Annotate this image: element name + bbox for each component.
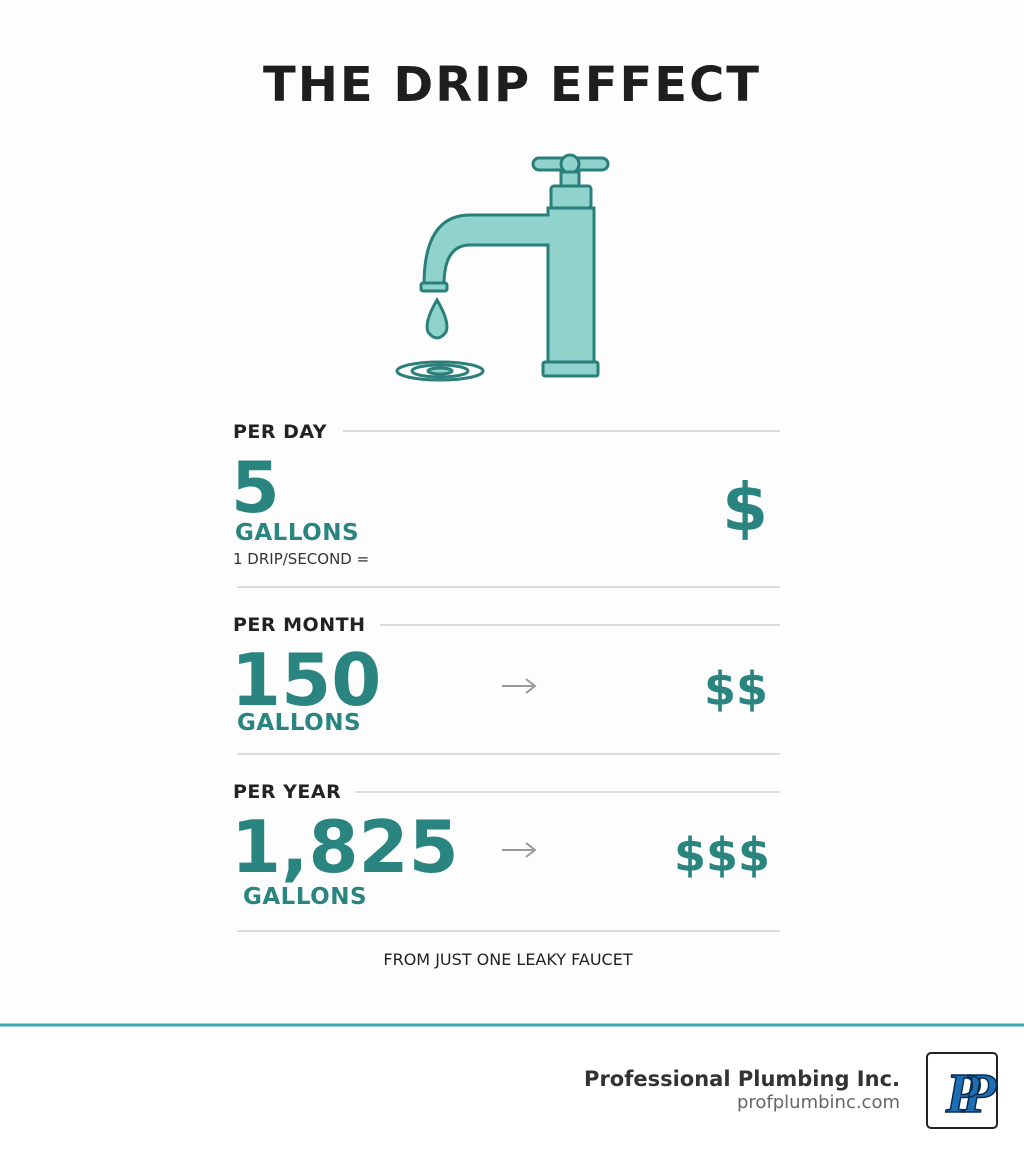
faucet-illustration xyxy=(395,153,610,382)
row-amount: 1,825 xyxy=(231,805,459,889)
title: THE DRIP EFFECT xyxy=(263,57,761,113)
footer xyxy=(0,1027,1024,1154)
row-label: PER DAY xyxy=(233,421,327,443)
arrow xyxy=(502,678,537,694)
row-note: 1 DRIP/SECOND = xyxy=(233,550,369,568)
company-name: Professional Plumbing Inc. xyxy=(584,1067,900,1091)
row-amount: 150 xyxy=(231,638,381,722)
row-label: PER MONTH xyxy=(233,614,365,636)
row-unit: GALLONS xyxy=(243,884,367,910)
row-cost: $$$ xyxy=(674,828,770,882)
row-cost: $$ xyxy=(704,662,768,716)
company-url: profplumbinc.com xyxy=(737,1092,900,1113)
row-amount: 5 xyxy=(231,447,280,529)
footnote: FROM JUST ONE LEAKY FAUCET xyxy=(383,950,632,969)
logo-box xyxy=(926,1052,998,1129)
row-label: PER YEAR xyxy=(233,781,341,803)
row-cost: $ xyxy=(722,469,768,546)
row-unit: GALLONS xyxy=(237,710,361,736)
arrow xyxy=(502,842,537,858)
row-unit: GALLONS xyxy=(235,520,359,546)
